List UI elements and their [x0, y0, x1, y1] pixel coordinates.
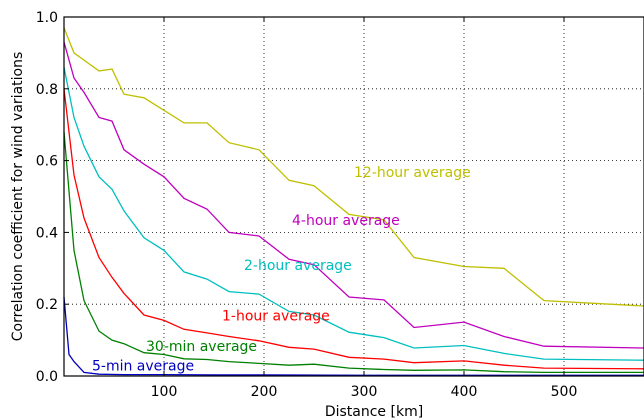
y-tick-label: 0.6	[36, 154, 58, 170]
y-tick-label: 1.0	[36, 10, 58, 26]
series-label-4-hour-average: 4-hour average	[292, 213, 400, 229]
x-tick-label: 200	[251, 384, 278, 400]
series-label-5-min-average: 5-min average	[92, 359, 194, 375]
x-tick-label: 100	[151, 384, 178, 400]
series-label-2-hour-average: 2-hour average	[244, 258, 352, 274]
series-label-12-hour-average: 12-hour average	[354, 165, 471, 181]
y-axis-label: Correlation coefficient for wind variati…	[10, 52, 26, 342]
series-line-1-hour-average	[63, 88, 644, 370]
x-tick-label: 400	[451, 384, 478, 400]
x-tick-label: 300	[351, 384, 378, 400]
series-line-30-min-average	[63, 131, 644, 374]
series-line-2-hour-average	[63, 67, 644, 361]
series-line-12-hour-average	[63, 27, 644, 307]
y-tick-label: 0.2	[36, 297, 58, 313]
series-labels: 12-hour average 4-hour average 2-hour aver…	[92, 165, 471, 375]
series-label-1-hour-average: 1-hour average	[222, 308, 330, 324]
axis-ticks: 100 200 300 400 500 0.0 0.2 0.4 0.6 0.8 1.0	[36, 10, 578, 400]
series-line-4-hour-average	[63, 41, 644, 349]
series-label-30-min-average: 30-min average	[146, 339, 257, 355]
series-lines	[63, 27, 644, 376]
plot-frame	[63, 16, 644, 377]
y-tick-label: 0.0	[36, 369, 58, 385]
grid-lines	[64, 17, 644, 376]
x-tick-label: 500	[551, 384, 578, 400]
y-tick-label: 0.8	[36, 82, 58, 98]
x-axis-label: Distance [km]	[325, 404, 423, 420]
y-tick-label: 0.4	[36, 225, 58, 241]
